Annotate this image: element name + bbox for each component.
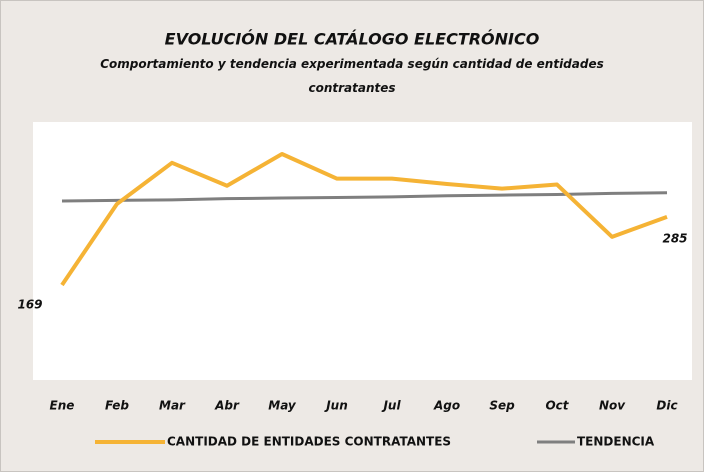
data-label: 285 xyxy=(662,231,687,245)
x-tick-label: Feb xyxy=(105,399,129,413)
legend-label: CANTIDAD DE ENTIDADES CONTRATANTES xyxy=(167,435,451,449)
x-tick-label: Abr xyxy=(214,399,240,413)
x-tick-label: Ene xyxy=(50,399,75,413)
data-label: 169 xyxy=(17,298,42,312)
line-series xyxy=(60,152,668,287)
x-tick-label: Sep xyxy=(489,399,515,413)
x-tick-label: Nov xyxy=(599,399,626,413)
chart-subtitle: Comportamiento y tendencia experimentada… xyxy=(100,57,604,95)
x-tick-label: Ago xyxy=(433,399,460,413)
x-tick-label: Jun xyxy=(324,399,348,413)
x-tick-label: Jul xyxy=(381,399,401,413)
legend-label: TENDENCIA xyxy=(577,435,655,449)
chart-title: EVOLUCIÓN DEL CATÁLOGO ELECTRÓNICO xyxy=(165,30,540,49)
x-tick-label: May xyxy=(268,399,297,413)
plot-area xyxy=(33,122,692,380)
x-tick-label: Mar xyxy=(159,399,186,413)
x-tick-label: Oct xyxy=(545,399,569,413)
x-tick-label: Dic xyxy=(656,399,677,413)
